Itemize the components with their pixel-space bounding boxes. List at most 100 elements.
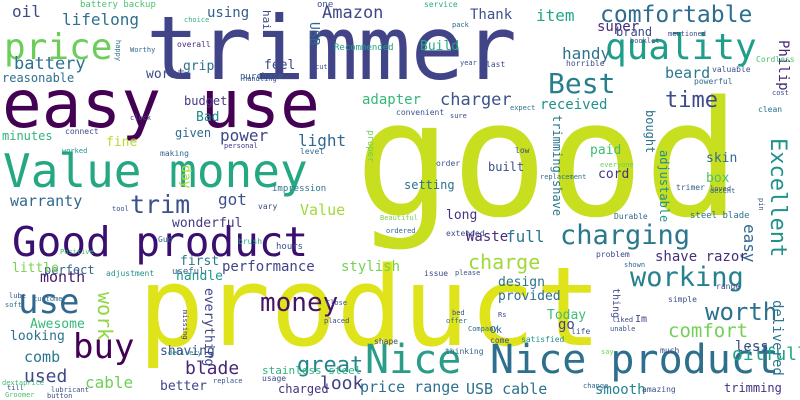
word: soft (5, 301, 22, 309)
word: worst (146, 67, 186, 82)
word: less (735, 339, 769, 355)
word: missing (181, 310, 189, 340)
word: hours (276, 242, 304, 252)
word: Positive (60, 248, 94, 256)
word: loved (710, 185, 732, 193)
word: brush (238, 237, 263, 246)
word: till (7, 384, 24, 392)
word: pin (757, 198, 765, 211)
word: first (180, 254, 220, 269)
word: Value money (3, 144, 308, 198)
word: service (424, 0, 458, 9)
word: Bad (196, 110, 220, 125)
word: tool (112, 205, 129, 213)
word: replace (213, 377, 243, 385)
word: Durable (614, 212, 648, 221)
word: paid (590, 143, 622, 158)
word: comb (24, 348, 61, 366)
word: box (706, 171, 730, 186)
word: Philip (775, 40, 791, 91)
word: steel blade (690, 211, 750, 221)
word: lifelong (62, 10, 140, 29)
word: Close (326, 299, 348, 307)
word: expect (510, 104, 536, 112)
word: month (40, 268, 86, 286)
word: perfect (44, 263, 95, 277)
word: lubricant (51, 386, 89, 394)
word: given (175, 126, 212, 140)
word: stainless steel (262, 364, 362, 377)
word: easy use (2, 66, 320, 143)
word: USB (306, 22, 321, 46)
word: Today (547, 308, 587, 323)
word: using (207, 5, 250, 21)
word: shaving (160, 344, 215, 359)
word: year (460, 59, 477, 67)
word: full (506, 227, 545, 246)
word: replacement (540, 173, 587, 181)
word: purchase (240, 72, 284, 82)
word: offer (446, 317, 468, 325)
word: Good product (12, 218, 309, 266)
word: shown (624, 261, 646, 269)
word: adjustment (106, 269, 155, 278)
word: issue (424, 269, 449, 278)
word: Excellent (765, 138, 790, 258)
word: got (218, 190, 247, 209)
word: impression (272, 184, 327, 194)
word: received (540, 97, 608, 113)
word: level (300, 147, 325, 156)
word: clock (130, 114, 152, 122)
word: bed (452, 309, 465, 317)
word: brand (616, 25, 653, 39)
word: reasonable (2, 71, 75, 85)
word: convenient (396, 108, 445, 117)
word: cable (85, 373, 134, 392)
word: USB cable (466, 380, 548, 398)
word: fine (106, 135, 138, 150)
word: oil (12, 2, 41, 21)
word: Ok (490, 325, 503, 336)
word: order (436, 159, 461, 168)
word: cord (598, 167, 630, 182)
word: good (355, 66, 741, 253)
word: delivered (769, 300, 785, 376)
word: trimming shave (550, 115, 564, 217)
word: Gud (158, 235, 173, 244)
word: product (138, 243, 602, 371)
word: mentioned (668, 30, 706, 38)
word: making (160, 149, 189, 158)
word: built (488, 160, 525, 174)
word: please (455, 269, 481, 277)
word: stylish (341, 259, 401, 275)
word: horrible (566, 59, 605, 68)
word: comfortable (600, 2, 753, 28)
word: better (160, 379, 207, 394)
word: power (220, 126, 269, 145)
word: life (571, 327, 591, 336)
word: personal (224, 142, 258, 150)
word: liked (612, 316, 634, 324)
word: look (320, 373, 364, 394)
word: handy (562, 44, 611, 63)
word: charged (278, 382, 329, 396)
word: quality (605, 27, 757, 68)
word: item (536, 6, 575, 25)
word: thinking (445, 347, 484, 356)
word: handling (243, 75, 277, 83)
word: vary (258, 202, 278, 211)
word: Best (548, 67, 616, 100)
word: Worthy (130, 46, 156, 54)
word: little (12, 261, 59, 276)
word: Build (420, 39, 460, 54)
word: decent (710, 187, 736, 195)
word: button (47, 392, 73, 400)
word: problem (596, 250, 630, 259)
word: cost (772, 89, 789, 97)
word: working (630, 262, 744, 293)
word: trim (130, 190, 191, 219)
word: Nice product (490, 337, 779, 383)
word: thing (610, 288, 621, 319)
word: dextaprice (2, 379, 45, 387)
word: lube (9, 292, 26, 300)
